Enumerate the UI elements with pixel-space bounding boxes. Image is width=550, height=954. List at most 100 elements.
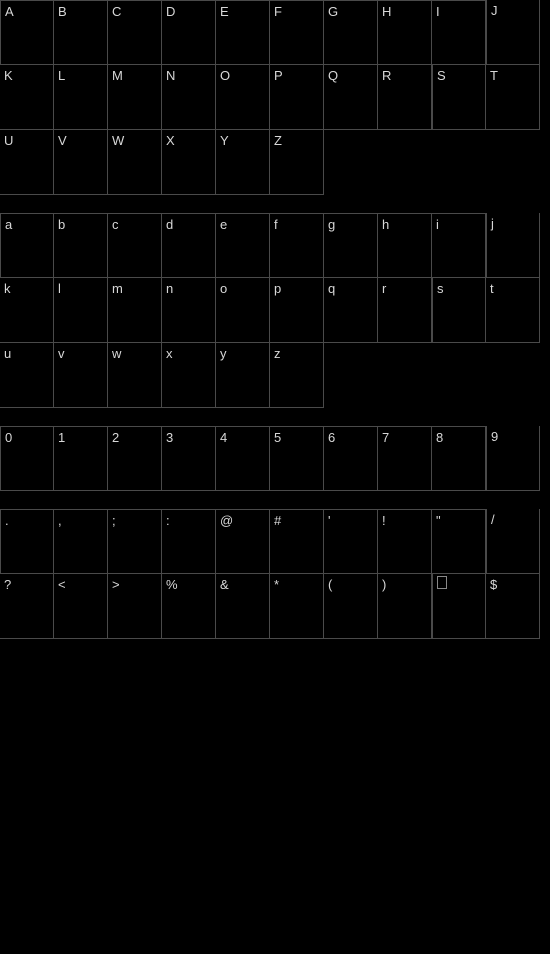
glyph: z (274, 346, 281, 361)
glyph: Y (220, 133, 229, 148)
glyph: e (220, 217, 228, 232)
charmap-section-uppercase: ABCDEFGHIJKLMNOPQRSTUVWXYZ (0, 0, 550, 195)
glyph: ( (328, 577, 333, 592)
glyph: C (112, 4, 122, 19)
glyph-cell: r (378, 278, 432, 343)
glyph-cell: G (324, 0, 378, 65)
glyph: f (274, 217, 278, 232)
glyph-cell: K (0, 65, 54, 130)
glyph-cell: E (216, 0, 270, 65)
glyph-cell: R (378, 65, 432, 130)
glyph: # (274, 513, 282, 528)
glyph: r (382, 281, 387, 296)
glyph-cell: h (378, 213, 432, 278)
glyph-cell: m (108, 278, 162, 343)
glyph: m (112, 281, 123, 296)
glyph-cell: A (0, 0, 54, 65)
glyph: U (4, 133, 14, 148)
glyph-cell: o (216, 278, 270, 343)
glyph-cell: f (270, 213, 324, 278)
missing-glyph-icon (437, 576, 447, 589)
glyph-cell: B (54, 0, 108, 65)
glyph-cell: W (108, 130, 162, 195)
glyph-cell: 1 (54, 426, 108, 491)
glyph-cell: D (162, 0, 216, 65)
glyph: s (437, 281, 444, 296)
glyph: L (58, 68, 66, 83)
glyph-cell: > (108, 574, 162, 639)
glyph: H (382, 4, 392, 19)
glyph-cell: Z (270, 130, 324, 195)
glyph: ? (4, 577, 12, 592)
glyph-cell: s (432, 278, 486, 343)
glyph-cell: p (270, 278, 324, 343)
charmap-section-lowercase: abcdefghijklmnopqrstuvwxyz (0, 213, 550, 408)
glyph-cell: ! (378, 509, 432, 574)
glyph-cell: 4 (216, 426, 270, 491)
glyph-cell: ) (378, 574, 432, 639)
glyph-cell: z (270, 343, 324, 408)
glyph-cell: * (270, 574, 324, 639)
charmap-section-digits: 0 123456 7 89 (0, 426, 550, 491)
glyph-cell: & (216, 574, 270, 639)
glyph: * (274, 577, 280, 592)
glyph: , (58, 513, 62, 528)
glyph: : (166, 513, 170, 528)
glyph-cell: t (486, 278, 540, 343)
glyph: " (436, 513, 441, 528)
glyph-cell: " (432, 509, 486, 574)
glyph-cell: T (486, 65, 540, 130)
glyph-cell: i (432, 213, 486, 278)
glyph: ) (382, 577, 387, 592)
glyph: K (4, 68, 13, 83)
glyph-cell: Q (324, 65, 378, 130)
glyph-cell: j (486, 213, 540, 278)
glyph: X (166, 133, 175, 148)
glyph: 7 (382, 430, 390, 445)
glyph: b (58, 217, 66, 232)
glyph-cell: S (432, 65, 486, 130)
glyph-cell: k (0, 278, 54, 343)
glyph: d (166, 217, 174, 232)
glyph: B (58, 4, 67, 19)
glyph: n (166, 281, 174, 296)
glyph-cell: L (54, 65, 108, 130)
glyph: D (166, 4, 176, 19)
glyph-cell: 5 (270, 426, 324, 491)
glyph: a (5, 217, 13, 232)
glyph-cell: J (486, 0, 540, 65)
glyph-cell: y (216, 343, 270, 408)
glyph-cell: g (324, 213, 378, 278)
glyph-cell: V (54, 130, 108, 195)
glyph: ' (328, 513, 331, 528)
glyph: c (112, 217, 119, 232)
glyph: A (5, 4, 14, 19)
glyph-cell: 3 (162, 426, 216, 491)
glyph-cell: v (54, 343, 108, 408)
glyph: x (166, 346, 173, 361)
glyph: i (436, 217, 439, 232)
glyph: t (490, 281, 494, 296)
glyph-cell: n (162, 278, 216, 343)
glyph: P (274, 68, 283, 83)
glyph-cell: < (54, 574, 108, 639)
glyph: u (4, 346, 12, 361)
glyph: 0 (5, 430, 13, 445)
glyph: & (220, 577, 229, 592)
glyph-cell: ; (108, 509, 162, 574)
glyph: / (491, 512, 495, 527)
glyph-cell: 2 (108, 426, 162, 491)
glyph-cell: 8 (432, 426, 486, 491)
glyph-cell: I (432, 0, 486, 65)
glyph-cell: , (54, 509, 108, 574)
glyph-cell: a (0, 213, 54, 278)
glyph: 9 (491, 429, 499, 444)
glyph: S (437, 68, 446, 83)
glyph-cell: N (162, 65, 216, 130)
glyph: O (220, 68, 231, 83)
glyph: < (58, 577, 66, 592)
glyph-cell: e (216, 213, 270, 278)
glyph: h (382, 217, 390, 232)
glyph: 6 (328, 430, 336, 445)
glyph: R (382, 68, 392, 83)
